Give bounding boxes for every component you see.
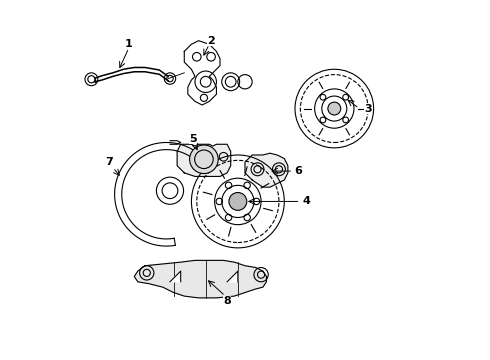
- Polygon shape: [227, 271, 238, 282]
- Polygon shape: [134, 260, 267, 298]
- Text: 6: 6: [294, 166, 302, 176]
- Text: 5: 5: [190, 134, 197, 144]
- Circle shape: [190, 145, 218, 174]
- Polygon shape: [245, 153, 288, 187]
- Polygon shape: [177, 144, 231, 176]
- Text: 2: 2: [207, 36, 215, 46]
- Text: 8: 8: [223, 296, 231, 306]
- Circle shape: [229, 193, 247, 210]
- Text: 1: 1: [125, 39, 133, 49]
- Text: 4: 4: [302, 197, 310, 206]
- Circle shape: [328, 102, 341, 115]
- Polygon shape: [170, 271, 181, 282]
- Text: 7: 7: [105, 157, 113, 167]
- Text: 3: 3: [365, 104, 372, 113]
